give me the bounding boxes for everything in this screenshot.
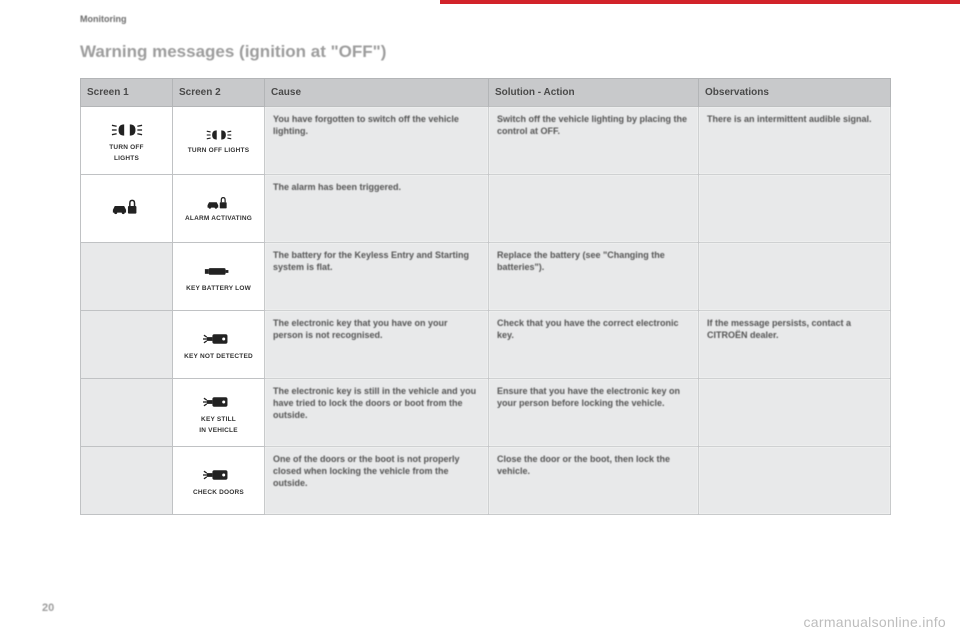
table-row: TURN OFF LIGHTS TURN OFF LIGHTS You have … [81,107,891,175]
icon-caption: IN VEHICLE [199,427,237,434]
obs-cell [699,379,891,447]
screen1-empty [81,243,173,311]
icon-caption: LIGHTS [114,155,139,162]
obs-cell [699,175,891,243]
table-row: KEY BATTERY LOW The battery for the Keyl… [81,243,891,311]
screen2-icon-cell: KEY STILL IN VEHICLE [173,379,265,447]
obs-cell [699,447,891,515]
screen1-empty [81,379,173,447]
screen1-icon-cell [81,175,173,243]
lights-sm-icon [206,126,232,144]
solution-cell: Replace the battery (see "Changing the b… [489,243,699,311]
page-number: 20 [42,602,54,614]
icon-caption: KEY STILL [201,416,236,423]
alarm-sm-icon [206,194,232,212]
solution-cell: Ensure that you have the electronic key … [489,379,699,447]
lights-icon [111,119,143,141]
table-header-row: Screen 1 Screen 2 Cause Solution - Actio… [81,79,891,107]
col-observations: Observations [699,79,891,107]
table-row: KEY NOT DETECTED The electronic key that… [81,311,891,379]
icon-caption: ALARM ACTIVATING [185,215,252,222]
table-row: KEY STILL IN VEHICLE The electronic key i… [81,379,891,447]
col-solution: Solution - Action [489,79,699,107]
screen2-icon-cell: KEY BATTERY LOW [173,243,265,311]
cause-cell: You have forgotten to switch off the veh… [265,107,489,175]
screen2-icon-cell: ALARM ACTIVATING [173,175,265,243]
key-icon [203,391,235,413]
obs-cell: There is an intermittent audible signal. [699,107,891,175]
screen1-empty [81,447,173,515]
icon-caption: TURN OFF LIGHTS [188,147,250,154]
solution-cell: Close the door or the boot, then lock th… [489,447,699,515]
solution-cell: Check that you have the correct electron… [489,311,699,379]
key-icon [203,464,235,486]
solution-cell [489,175,699,243]
cause-cell: The electronic key that you have on your… [265,311,489,379]
watermark: carmanualsonline.info [804,614,947,630]
col-screen2: Screen 2 [173,79,265,107]
cause-cell: The battery for the Keyless Entry and St… [265,243,489,311]
top-accent-bar [0,0,960,4]
screen2-icon-cell: KEY NOT DETECTED [173,311,265,379]
obs-cell [699,243,891,311]
icon-caption: TURN OFF [109,144,143,151]
icon-caption: KEY NOT DETECTED [184,353,253,360]
battery-icon [203,260,235,282]
section-label: Monitoring [80,14,127,24]
screen2-icon-cell: CHECK DOORS [173,447,265,515]
page-title: Warning messages (ignition at "OFF") [80,42,386,62]
col-screen1: Screen 1 [81,79,173,107]
screen2-icon-cell: TURN OFF LIGHTS [173,107,265,175]
icon-caption: CHECK DOORS [193,489,244,496]
cause-cell: One of the doors or the boot is not prop… [265,447,489,515]
table-row: ALARM ACTIVATING The alarm has been trig… [81,175,891,243]
key-icon [203,328,235,350]
col-cause: Cause [265,79,489,107]
icon-caption: KEY BATTERY LOW [186,285,251,292]
cause-cell: The alarm has been triggered. [265,175,489,243]
table-row: CHECK DOORS One of the doors or the boot… [81,447,891,515]
alarm-icon [111,196,143,218]
solution-cell: Switch off the vehicle lighting by placi… [489,107,699,175]
screen1-icon-cell: TURN OFF LIGHTS [81,107,173,175]
cause-cell: The electronic key is still in the vehic… [265,379,489,447]
warning-table: Screen 1 Screen 2 Cause Solution - Actio… [80,78,890,515]
obs-cell: If the message persists, contact a CITRO… [699,311,891,379]
screen1-empty [81,311,173,379]
